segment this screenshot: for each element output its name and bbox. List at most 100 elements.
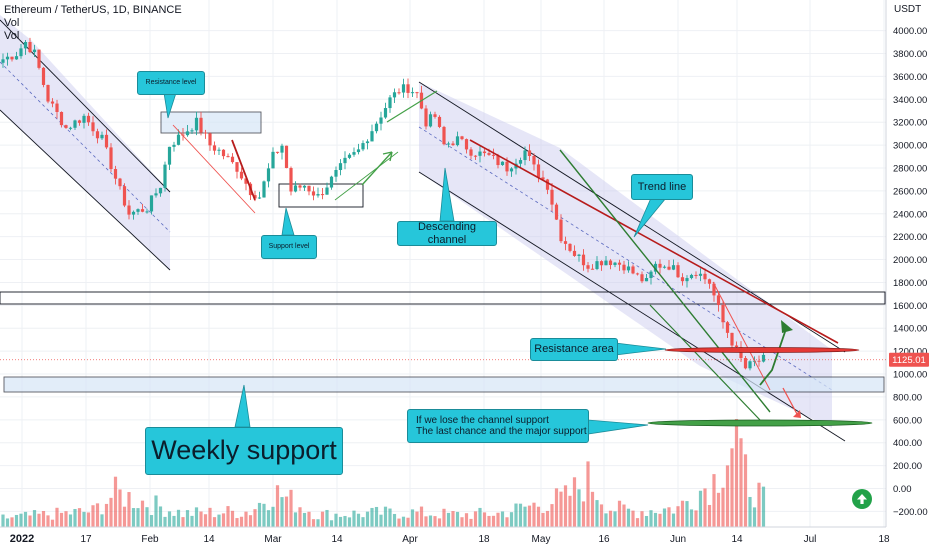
volume-bar: [586, 461, 590, 527]
candle-body: [154, 193, 158, 196]
candle-body: [257, 197, 262, 199]
volume-bar: [374, 506, 379, 527]
candle-body: [757, 360, 761, 362]
volume-bar: [748, 496, 752, 527]
volume-bar: [590, 491, 595, 527]
volume-bar: [46, 515, 50, 527]
volume-bar: [59, 512, 64, 527]
volume-bar: [145, 507, 149, 527]
candle-body: [559, 219, 563, 242]
candle-body: [527, 150, 532, 156]
candle-body: [64, 125, 68, 128]
volume-bar: [545, 510, 550, 527]
candle-body: [460, 136, 464, 140]
candle-body: [640, 274, 644, 282]
volume-bar: [163, 516, 167, 527]
candle-body: [113, 169, 118, 179]
volume-bar: [604, 513, 608, 527]
candle-body: [235, 162, 239, 172]
candle-body: [50, 101, 55, 104]
candle-body: [410, 92, 415, 94]
volume-bar: [262, 503, 266, 527]
candle-body: [716, 295, 721, 305]
candle-body: [608, 260, 613, 266]
candle-body: [185, 131, 190, 136]
candle-body: [761, 354, 766, 362]
price-tick-label: 1600.00: [893, 301, 927, 312]
candle-body: [91, 122, 95, 132]
candle-body: [28, 42, 32, 53]
candle-body: [217, 149, 221, 151]
pointer-support-level: [281, 207, 295, 236]
volume-bar: [622, 504, 626, 527]
channel-mid-january: [0, 61, 171, 233]
candle-body: [59, 111, 64, 126]
callout-channel-note-line2: The last chance and the major support: [416, 426, 587, 437]
candle-body: [311, 191, 316, 196]
symbol-title[interactable]: Ethereum / TetherUS, 1D, BINANCE: [4, 4, 182, 16]
candle-body: [82, 115, 86, 123]
volume-bar: [514, 503, 518, 527]
candle-body: [685, 278, 689, 282]
callout-resistance-area[interactable]: Resistance area: [530, 338, 618, 361]
volume-bar: [563, 485, 568, 527]
volume-bar: [428, 515, 433, 527]
projection-arrow-up: [759, 325, 788, 386]
volume-indicator-label[interactable]: Vol: [4, 17, 20, 29]
volume-bar: [446, 512, 451, 527]
callout-channel-note[interactable]: If we lose the channel support The last …: [407, 409, 589, 443]
volume-bars: [1, 419, 766, 527]
volume-bar: [433, 516, 437, 527]
candle-body: [469, 149, 473, 156]
candle-body: [5, 56, 10, 60]
volume-indicator-label-2[interactable]: Vol: [4, 30, 20, 42]
candle-body: [266, 168, 271, 182]
candle-body: [176, 134, 181, 145]
candle-body: [703, 273, 707, 280]
volume-bar: [505, 517, 509, 527]
candle-body: [698, 273, 703, 276]
trend-line-green-may: [559, 149, 771, 413]
volume-bar: [122, 506, 127, 527]
volume-bar: [86, 512, 91, 527]
candle-body: [208, 133, 212, 146]
callout-resistance-level[interactable]: Resistance level: [137, 71, 205, 95]
pointer-channel-note: [587, 419, 649, 435]
volume-bar: [289, 489, 293, 527]
volume-bar: [532, 502, 536, 527]
candle-body: [626, 266, 631, 271]
volume-bar: [442, 508, 446, 527]
candle-body: [406, 84, 410, 93]
volume-bar: [194, 507, 199, 527]
volume-bar: [649, 510, 653, 527]
volume-bar: [577, 489, 581, 527]
callout-weekly-support[interactable]: Weekly support: [145, 427, 343, 475]
volume-bar: [257, 502, 262, 527]
candle-body: [437, 116, 442, 127]
callout-trend-line[interactable]: Trend line: [631, 174, 693, 200]
volume-bar: [293, 512, 298, 527]
candle-body: [194, 117, 199, 131]
candle-body: [73, 120, 77, 128]
major-support-ellipse: [647, 419, 873, 427]
callout-descending-channel[interactable]: Descending channel: [397, 221, 497, 246]
candle-body: [721, 304, 725, 323]
volume-bar: [415, 511, 419, 527]
candle-body: [293, 185, 298, 192]
time-tick-label: 17: [80, 534, 92, 545]
arrow-up-march: [361, 151, 393, 186]
candle-body: [239, 171, 244, 179]
callout-support-level[interactable]: Support level: [261, 235, 317, 259]
volume-bar: [703, 488, 707, 527]
price-tick-label: 3400.00: [893, 95, 927, 106]
scroll-to-realtime-button[interactable]: [852, 489, 872, 509]
candle-body: [397, 92, 401, 94]
volume-bar: [410, 509, 415, 527]
volume-bar: [455, 511, 460, 527]
volume-bar: [104, 503, 109, 527]
volume-bar: [343, 515, 347, 527]
callout-support-level-text: Support level: [268, 242, 310, 250]
volume-bar: [64, 511, 68, 527]
candle-body: [158, 187, 163, 194]
candle-body: [496, 155, 500, 166]
